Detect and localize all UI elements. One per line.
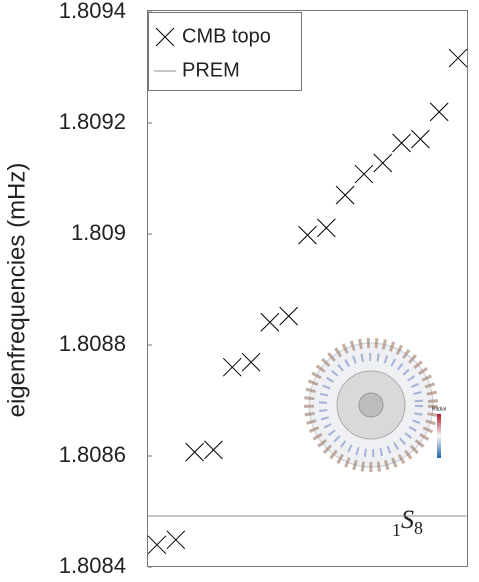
legend-label: PREM [182,59,240,81]
x-marker [335,185,355,205]
x-marker [316,218,336,238]
y-tick-label: 1.8086 [59,442,126,467]
mode-degree: 8 [414,518,423,538]
x-marker [222,357,242,377]
legend-box [148,12,302,91]
x-marker [354,164,374,184]
x-marker [147,535,167,555]
x-marker [298,225,317,245]
y-tick-label: 1.8092 [59,109,126,134]
x-marker [166,530,186,550]
mode-letter: S [401,505,414,534]
x-marker [411,129,430,149]
y-tick-label: 1.809 [71,220,126,245]
x-marker [279,306,299,326]
x-marker [448,48,468,68]
mode-label: 1S8 [392,505,423,540]
x-marker [392,133,411,153]
y-tick-label: 1.8094 [59,0,126,23]
x-marker [241,352,261,372]
x-marker [185,442,204,462]
legend-marker [155,27,175,47]
inset-label: Radial [432,406,446,412]
legend-label: CMB topo [182,25,271,47]
x-marker [260,312,280,332]
x-marker [204,440,223,460]
plot-frame [147,10,468,567]
x-marker [373,153,393,173]
y-tick-label: 1.8088 [59,331,126,356]
mode-order: 1 [392,520,401,540]
x-marker [429,102,449,122]
y-axis-label: eigenfrequencies (mHz) [3,163,30,418]
y-tick-label: 1.8084 [59,553,126,577]
inset-globe [304,338,441,472]
